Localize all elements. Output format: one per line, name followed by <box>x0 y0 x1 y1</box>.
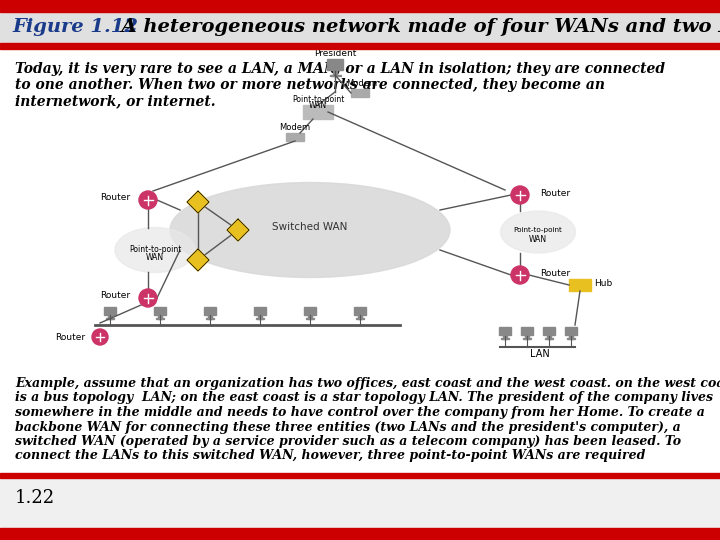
Bar <box>104 307 116 315</box>
Bar <box>254 307 266 315</box>
Bar <box>567 339 575 340</box>
Bar <box>351 89 369 97</box>
Bar <box>109 315 112 319</box>
Bar <box>286 133 304 141</box>
Text: Hub: Hub <box>594 279 612 287</box>
Text: Modem: Modem <box>346 79 377 88</box>
Text: Router: Router <box>55 333 85 341</box>
Text: WAN: WAN <box>146 253 164 262</box>
Bar <box>208 315 212 319</box>
Bar <box>359 315 361 319</box>
Bar <box>328 59 343 70</box>
Bar <box>303 105 333 119</box>
Text: somewhere in the middle and needs to have control over the company from her Home: somewhere in the middle and needs to hav… <box>15 406 705 419</box>
Bar <box>503 335 507 339</box>
Bar <box>0 528 720 540</box>
Ellipse shape <box>115 227 195 273</box>
Bar <box>547 335 551 339</box>
Bar <box>258 315 261 319</box>
Polygon shape <box>187 191 209 213</box>
Bar <box>569 279 591 291</box>
Text: Modem: Modem <box>279 123 310 132</box>
Text: Point-to-point: Point-to-point <box>513 227 562 233</box>
Text: Figure 1.12: Figure 1.12 <box>12 18 138 36</box>
Circle shape <box>511 266 529 284</box>
Text: Example, assume that an organization has two offices, east coast and the west co: Example, assume that an organization has… <box>15 377 720 390</box>
Text: Today, it is very rare to see a LAN, a MAN, or a LAN in isolation; they are conn: Today, it is very rare to see a LAN, a M… <box>15 62 665 76</box>
Polygon shape <box>187 249 209 271</box>
Bar <box>565 327 577 335</box>
Bar <box>526 335 528 339</box>
Text: Router: Router <box>540 188 570 198</box>
Text: switched WAN (operated by a service provider such as a telecom company) has been: switched WAN (operated by a service prov… <box>15 435 681 448</box>
Text: President: President <box>314 49 356 58</box>
Bar <box>204 307 215 315</box>
Text: Router: Router <box>100 292 130 300</box>
Text: backbone WAN for connecting these three entities (two LANs and the president's c: backbone WAN for connecting these three … <box>15 421 680 434</box>
Bar <box>523 339 531 340</box>
Bar <box>544 327 554 335</box>
Bar <box>0 43 720 49</box>
Polygon shape <box>227 219 249 241</box>
Text: WAN: WAN <box>529 235 547 244</box>
Bar <box>354 307 366 315</box>
Text: LAN: LAN <box>530 349 550 359</box>
Text: internetwork, or internet.: internetwork, or internet. <box>15 94 215 108</box>
Text: Point-to-point: Point-to-point <box>129 245 181 254</box>
Bar <box>0 12 720 43</box>
Bar <box>158 315 161 319</box>
Bar <box>500 327 510 335</box>
Circle shape <box>92 329 108 345</box>
Bar <box>545 339 553 340</box>
Text: 1.22: 1.22 <box>15 489 55 507</box>
Ellipse shape <box>500 211 575 253</box>
Bar <box>0 473 720 478</box>
Text: connect the LANs to this switched WAN, however, three point-to-point WANs are re: connect the LANs to this switched WAN, h… <box>15 449 645 462</box>
Text: Router: Router <box>540 268 570 278</box>
Bar <box>501 339 509 340</box>
Bar <box>305 307 315 315</box>
Bar <box>521 327 533 335</box>
Text: A heterogeneous network made of four WANs and two LANs: A heterogeneous network made of four WAN… <box>108 18 720 36</box>
Ellipse shape <box>170 183 450 278</box>
Bar <box>0 0 720 12</box>
Circle shape <box>139 289 157 307</box>
Text: Switched WAN: Switched WAN <box>272 222 348 232</box>
Text: Router: Router <box>100 193 130 202</box>
Bar <box>154 307 166 315</box>
Bar <box>330 75 341 76</box>
Circle shape <box>511 186 529 204</box>
Bar <box>333 70 337 76</box>
Bar <box>308 315 312 319</box>
Text: is a bus topology  LAN; on the east coast is a star topology LAN. The president : is a bus topology LAN; on the east coast… <box>15 392 713 404</box>
Text: Point-to-point: Point-to-point <box>292 95 344 104</box>
Circle shape <box>139 191 157 209</box>
Text: to one another. When two or more networks are connected, they become an: to one another. When two or more network… <box>15 78 605 92</box>
Text: WAN: WAN <box>309 101 327 110</box>
Bar <box>570 335 572 339</box>
Bar <box>0 49 720 478</box>
